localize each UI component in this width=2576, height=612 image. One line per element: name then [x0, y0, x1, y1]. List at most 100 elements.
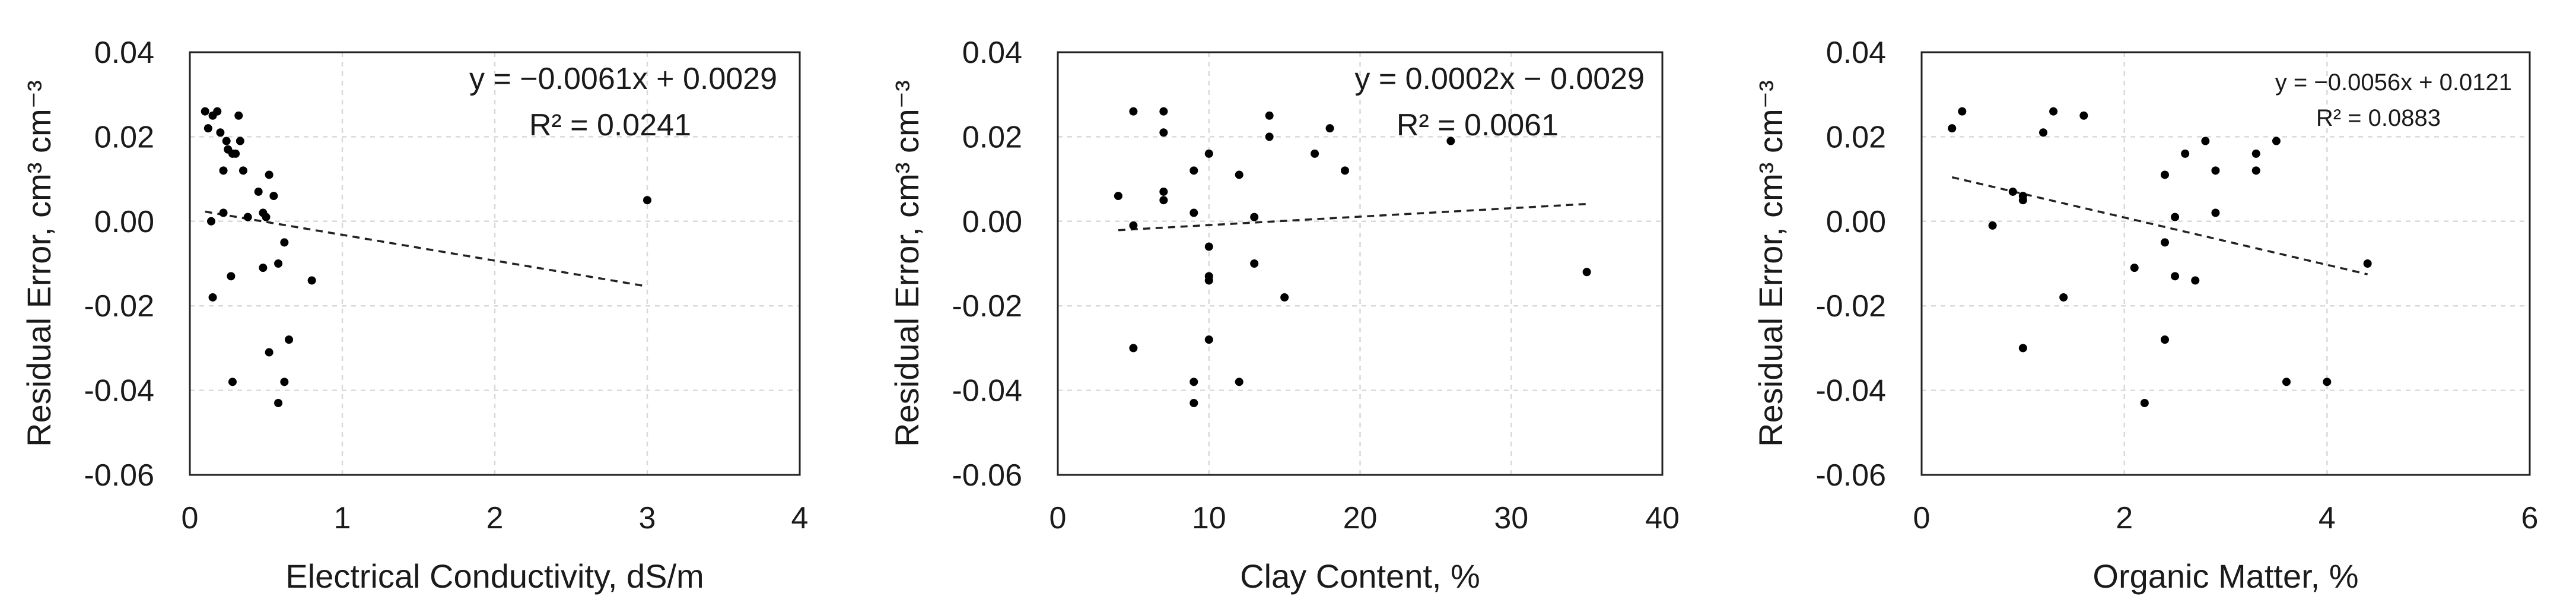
data-point	[1250, 259, 1259, 268]
y-axis-title: Residual Error, cm³ cm⁻³	[888, 80, 926, 447]
y-tick-label: 0.02	[94, 120, 154, 154]
y-tick-label: 0.02	[962, 120, 1022, 154]
data-point	[222, 137, 231, 145]
data-point	[227, 272, 236, 281]
data-point	[2211, 208, 2220, 217]
data-point	[280, 378, 289, 386]
data-point	[2079, 111, 2088, 120]
chart-ec-svg: 0.04 0.02 0.00 -0.02 -0.04 -0.06 0 1 2 3 4 Electric…	[20, 36, 809, 595]
x-tick-label: 2	[2116, 501, 2133, 535]
data-point	[1235, 378, 1244, 386]
data-point	[2018, 196, 2027, 205]
data-point	[2323, 378, 2332, 386]
data-point	[1159, 196, 1168, 205]
data-point	[236, 137, 244, 145]
data-point	[1190, 166, 1198, 175]
plot-frame	[1920, 51, 2531, 476]
data-point	[265, 348, 273, 357]
x-tick-label: 40	[1645, 501, 1680, 535]
r-squared-label: R² = 0.0061	[1397, 108, 1559, 142]
data-point	[203, 124, 212, 133]
trendline	[1118, 202, 1587, 232]
r-squared-label: R² = 0.0241	[529, 108, 691, 142]
data-point	[269, 192, 278, 201]
x-tick-label: 0	[1913, 501, 1931, 535]
data-point	[2191, 276, 2200, 285]
data-point	[1988, 221, 1997, 230]
data-point	[231, 149, 240, 158]
data-point	[2140, 398, 2149, 407]
data-point	[2018, 344, 2027, 353]
y-tick-label: -0.04	[84, 374, 154, 408]
data-point	[1582, 268, 1591, 277]
data-point	[265, 170, 273, 179]
data-point	[1190, 378, 1198, 386]
data-point	[219, 166, 228, 175]
x-tick-label: 0	[182, 501, 199, 535]
y-tick-label: -0.04	[952, 374, 1022, 408]
y-tick-label: -0.06	[952, 458, 1022, 493]
data-point	[228, 378, 237, 386]
data-point	[2161, 170, 2169, 179]
x-axis-title: Clay Content, %	[1240, 557, 1480, 595]
data-point	[1265, 132, 1274, 141]
data-point	[201, 107, 209, 116]
data-point	[1204, 276, 1213, 285]
data-point	[1958, 107, 1967, 116]
data-point	[2059, 293, 2068, 302]
y-tick-label: 0.04	[1826, 36, 1886, 70]
chart-clay-svg: 0.04 0.02 0.00 -0.02 -0.04 -0.06 0 10 20 30 40 Clay…	[888, 36, 1680, 595]
data-point	[1159, 107, 1168, 116]
data-point	[2363, 259, 2372, 268]
y-tick-label: 0.04	[94, 36, 154, 70]
data-point	[307, 276, 316, 285]
y-tick-label: -0.02	[1815, 289, 1886, 324]
data-point	[1114, 192, 1122, 201]
data-point	[1341, 166, 1350, 175]
data-point	[254, 187, 263, 196]
x-tick-label: 0	[1050, 501, 1067, 535]
x-tick-label: 4	[791, 501, 809, 535]
y-tick-label: -0.02	[84, 289, 154, 324]
x-tick-label: 3	[639, 501, 656, 535]
data-point	[208, 293, 217, 302]
data-point	[262, 213, 271, 221]
plot-frame	[1057, 51, 1664, 476]
data-point	[1250, 213, 1259, 221]
y-tick-label: 0.02	[1826, 120, 1886, 154]
trendline-equation: y = −0.0056x + 0.0121	[2275, 69, 2512, 96]
chart-panel-electrical-conductivity: 0.04 0.02 0.00 -0.02 -0.04 -0.06 0 1 2 3 4 Electric…	[0, 0, 858, 612]
trendline-equation: y = 0.0002x − 0.0029	[1354, 62, 1645, 96]
y-tick-label: 0.00	[1826, 205, 1886, 239]
data-point	[1190, 398, 1198, 407]
data-point	[2049, 107, 2058, 116]
data-point	[1948, 124, 1957, 133]
data-point	[1204, 242, 1213, 251]
data-point	[1204, 335, 1213, 344]
data-point	[213, 107, 222, 116]
data-point	[1190, 208, 1198, 217]
x-axis-title: Organic Matter, %	[2092, 557, 2358, 595]
x-tick-label: 10	[1192, 501, 1226, 535]
y-tick-label: -0.06	[1815, 458, 1886, 493]
data-point	[2201, 137, 2210, 145]
y-tick-label: -0.02	[952, 289, 1022, 324]
data-point	[280, 238, 289, 247]
data-point	[2171, 213, 2180, 221]
trendline	[205, 210, 648, 288]
data-point	[259, 264, 268, 272]
data-point	[2171, 272, 2180, 281]
x-axis-title: Electrical Conductivity, dS/m	[285, 557, 704, 595]
y-tick-label: -0.06	[84, 458, 154, 493]
trendline	[1951, 176, 2368, 275]
data-point	[1129, 107, 1138, 116]
data-point	[285, 335, 294, 344]
data-point	[274, 259, 283, 268]
data-point	[1265, 111, 1274, 120]
plot-frame	[189, 51, 801, 476]
data-point	[1159, 187, 1168, 196]
data-point	[2130, 264, 2139, 272]
data-point	[2161, 238, 2169, 247]
y-axis-title: Residual Error, cm³ cm⁻³	[20, 80, 58, 447]
x-tick-label: 2	[486, 501, 504, 535]
